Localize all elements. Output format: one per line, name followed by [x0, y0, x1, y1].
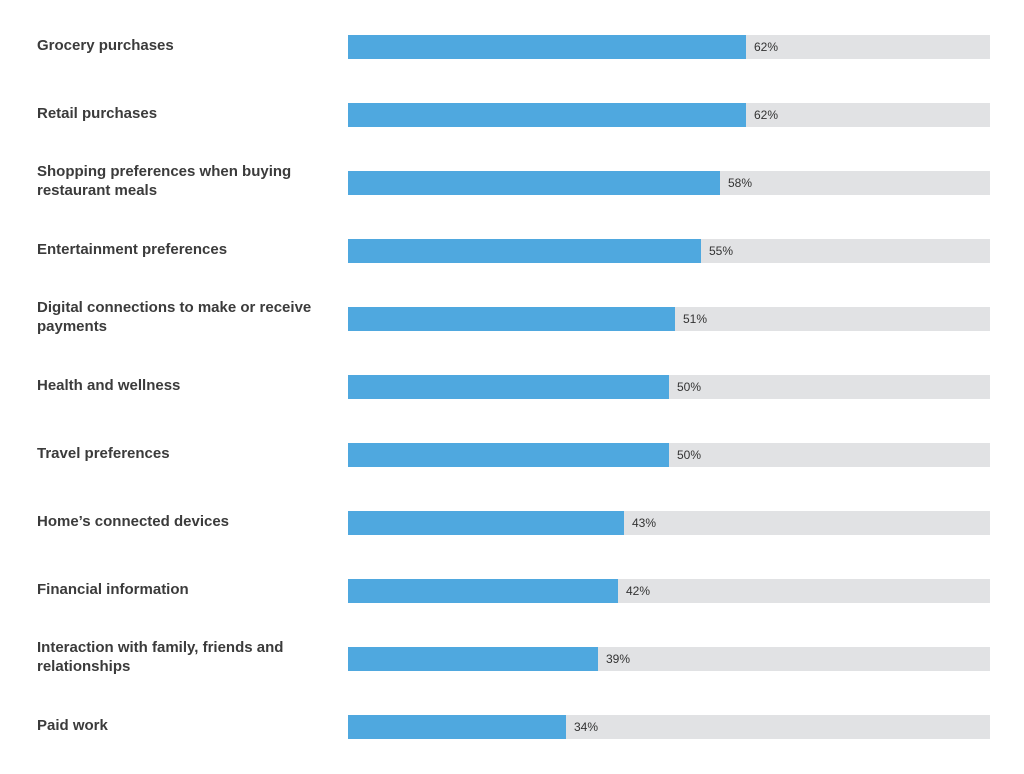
- value-label: 58%: [728, 176, 753, 190]
- category-label: Paid work: [37, 716, 108, 734]
- bar-track: [348, 171, 990, 195]
- bar: [348, 579, 618, 603]
- value-label: 34%: [574, 720, 599, 734]
- bar-track: [348, 375, 990, 399]
- category-label: Shopping preferences when buying restaur…: [37, 163, 292, 199]
- bar: [348, 511, 624, 535]
- category-label: Entertainment preferences: [37, 240, 228, 258]
- bar: [348, 103, 746, 127]
- value-label: 39%: [606, 652, 631, 666]
- bar: [348, 171, 720, 195]
- bar: [348, 647, 598, 671]
- value-label: 62%: [754, 108, 779, 122]
- category-label: Digital connections to make or receive p…: [37, 299, 312, 335]
- bar-track: [348, 647, 990, 671]
- bar: [348, 715, 566, 739]
- category-label: Financial information: [37, 580, 189, 598]
- bar: [348, 375, 669, 399]
- category-label: Travel preferences: [37, 444, 170, 462]
- bar-track: [348, 715, 990, 739]
- bar-track: [348, 307, 990, 331]
- value-label: 43%: [632, 516, 657, 530]
- bar: [348, 443, 669, 467]
- bar: [348, 35, 746, 59]
- bar-track: [348, 443, 990, 467]
- category-label: Grocery purchases: [37, 36, 174, 54]
- category-label: Retail purchases: [37, 104, 158, 122]
- bar: [348, 307, 675, 331]
- value-label: 42%: [626, 584, 651, 598]
- bar: [348, 239, 701, 263]
- bar-track: [348, 35, 990, 59]
- value-label: 51%: [683, 312, 708, 326]
- value-label: 50%: [677, 448, 702, 462]
- value-label: 50%: [677, 380, 702, 394]
- bar-track: [348, 511, 990, 535]
- value-label: 55%: [709, 244, 734, 258]
- category-label: Home’s connected devices: [37, 512, 230, 530]
- category-label: Health and wellness: [37, 376, 181, 394]
- bar-track: [348, 103, 990, 127]
- category-label: Interaction with family, friends and rel…: [37, 639, 284, 675]
- bar-track: [348, 579, 990, 603]
- value-label: 62%: [754, 40, 779, 54]
- bar-track: [348, 239, 990, 263]
